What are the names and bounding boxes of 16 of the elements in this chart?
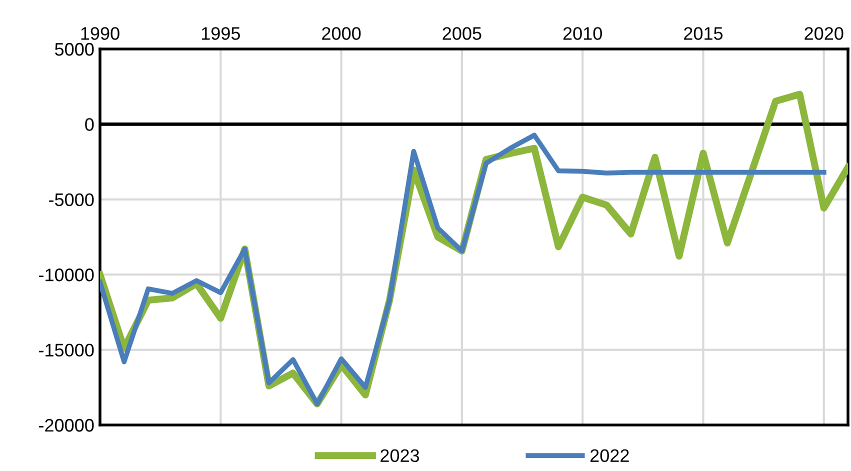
x-tick-label: 2010 xyxy=(563,27,602,40)
y-tick-label: -15000 xyxy=(39,344,94,357)
legend-label: 2022 xyxy=(590,449,629,462)
y-tick-label: -20000 xyxy=(39,418,94,432)
y-tick-label: 0 xyxy=(85,118,94,131)
x-tick-label: 2005 xyxy=(442,27,482,40)
x-tick-label: 2020 xyxy=(804,27,844,40)
y-tick-label: -5000 xyxy=(49,193,94,206)
x-tick-label: 1990 xyxy=(81,27,120,40)
x-tick-label: 1995 xyxy=(202,27,240,40)
legend-label: 2023 xyxy=(380,449,420,462)
x-tick-label: 2000 xyxy=(322,27,361,40)
line-series xyxy=(100,132,826,406)
y-tick-label: -10000 xyxy=(39,268,94,282)
x-tick-label: 2015 xyxy=(684,27,723,40)
y-tick-label: 5000 xyxy=(55,42,94,56)
